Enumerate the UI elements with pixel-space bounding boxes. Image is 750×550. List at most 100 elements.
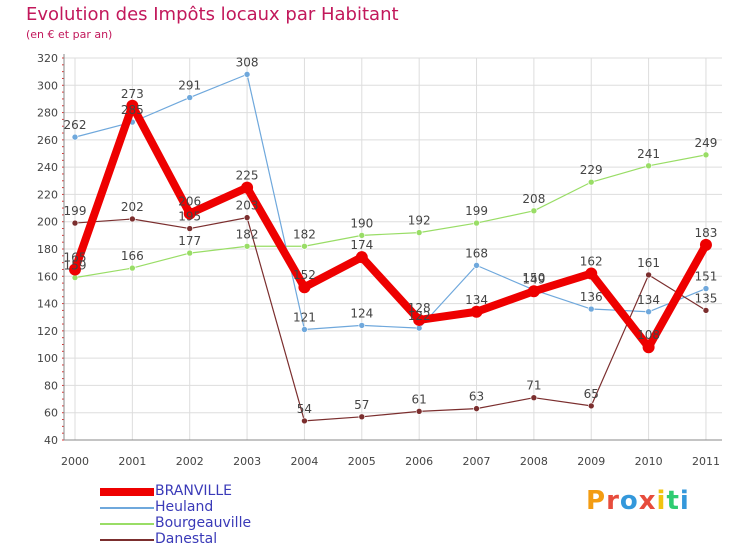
- legend-label: Bourgeauville: [155, 515, 252, 531]
- data-label: 63: [469, 390, 484, 404]
- data-label: 134: [637, 293, 660, 307]
- data-label: 152: [293, 268, 316, 282]
- logo-letter: i: [656, 486, 667, 516]
- data-point: [702, 285, 710, 292]
- chart-title: Evolution des Impôts locaux par Habitant: [26, 4, 399, 25]
- data-point: [243, 71, 251, 78]
- data-label: 208: [522, 192, 545, 206]
- y-tick-label: 160: [37, 270, 58, 283]
- data-point: [69, 263, 81, 276]
- data-point: [186, 225, 194, 232]
- y-tick-label: 220: [37, 188, 58, 201]
- logo-letter: r: [606, 486, 620, 516]
- data-label: 183: [695, 226, 718, 240]
- data-point: [358, 413, 366, 421]
- legend-label: Heuland: [155, 499, 214, 515]
- data-point: [126, 99, 139, 112]
- data-label: 161: [637, 256, 660, 270]
- data-label: 199: [64, 204, 87, 218]
- x-tick-label: 2010: [635, 455, 663, 468]
- data-point: [413, 313, 426, 326]
- data-point: [645, 162, 652, 170]
- logo-letter: x: [638, 486, 657, 516]
- data-point: [642, 341, 655, 354]
- data-point: [699, 238, 712, 251]
- data-point: [527, 285, 540, 298]
- data-point: [470, 305, 483, 318]
- data-point: [301, 326, 308, 333]
- y-tick-label: 300: [37, 79, 58, 92]
- data-point: [298, 281, 311, 294]
- y-tick-label: 80: [44, 379, 58, 392]
- data-point: [301, 242, 308, 250]
- data-label: 177: [178, 234, 201, 248]
- x-tick-label: 2004: [290, 455, 318, 468]
- x-tick-label: 2003: [233, 455, 261, 468]
- data-point: [530, 394, 538, 402]
- chart-subtitle: (en € et par an): [26, 28, 113, 41]
- x-tick-label: 2007: [463, 455, 491, 468]
- y-tick-label: 60: [44, 407, 58, 420]
- legend-label: BRANVILLE: [155, 483, 232, 499]
- x-tick-label: 2001: [118, 455, 146, 468]
- series-line-danestal: [74, 217, 707, 422]
- data-point: [473, 262, 480, 269]
- data-label: 273: [121, 87, 144, 101]
- data-label: 151: [695, 270, 718, 284]
- data-label: 136: [580, 290, 603, 304]
- data-label: 134: [465, 293, 488, 307]
- data-label: 174: [350, 238, 373, 252]
- x-tick-label: 2002: [176, 455, 204, 468]
- data-label: 135: [695, 291, 718, 305]
- legend-swatch: [100, 539, 154, 541]
- data-point: [473, 219, 480, 227]
- data-point: [129, 264, 136, 272]
- data-label: 108: [637, 328, 660, 342]
- y-tick-label: 40: [44, 434, 58, 447]
- data-label: 71: [526, 379, 541, 393]
- data-point: [186, 249, 194, 257]
- data-label: 121: [293, 310, 316, 324]
- data-label: 128: [408, 301, 431, 315]
- data-label: 57: [354, 398, 369, 412]
- data-label: 165: [64, 250, 87, 264]
- data-point: [301, 417, 308, 425]
- data-point: [71, 133, 79, 141]
- data-label: 202: [121, 200, 144, 214]
- data-point: [702, 151, 710, 159]
- data-label: 182: [293, 227, 316, 241]
- series-line-branville: [71, 101, 710, 352]
- y-tick-label: 280: [37, 107, 58, 120]
- logo-letter: P: [586, 486, 607, 516]
- x-tick-label: 2005: [348, 455, 376, 468]
- data-label: 149: [522, 272, 545, 286]
- data-label: 195: [178, 210, 201, 224]
- data-label: 168: [465, 246, 488, 260]
- legend-label: Danestal: [155, 531, 218, 547]
- data-point: [587, 305, 595, 313]
- data-label: 203: [236, 199, 259, 213]
- data-label: 308: [236, 55, 259, 69]
- y-tick-label: 100: [37, 352, 58, 365]
- y-tick-label: 140: [37, 298, 58, 311]
- series-line-bourgeauville: [74, 154, 707, 279]
- data-point: [415, 324, 423, 332]
- data-point: [587, 178, 595, 186]
- data-label: 182: [236, 227, 259, 241]
- data-point: [645, 271, 652, 279]
- data-point: [415, 408, 423, 415]
- data-point: [358, 232, 366, 239]
- legend-swatch: [100, 488, 154, 496]
- data-label: 162: [580, 255, 603, 269]
- data-point: [645, 308, 652, 316]
- data-point: [186, 94, 194, 101]
- proxiti-logo: Proxiti: [586, 486, 690, 516]
- data-label: 122: [408, 309, 431, 323]
- data-label: 199: [465, 204, 488, 218]
- y-tick-label: 180: [37, 243, 58, 256]
- data-label: 229: [580, 163, 603, 177]
- data-point: [530, 207, 538, 215]
- x-tick-label: 2000: [61, 455, 89, 468]
